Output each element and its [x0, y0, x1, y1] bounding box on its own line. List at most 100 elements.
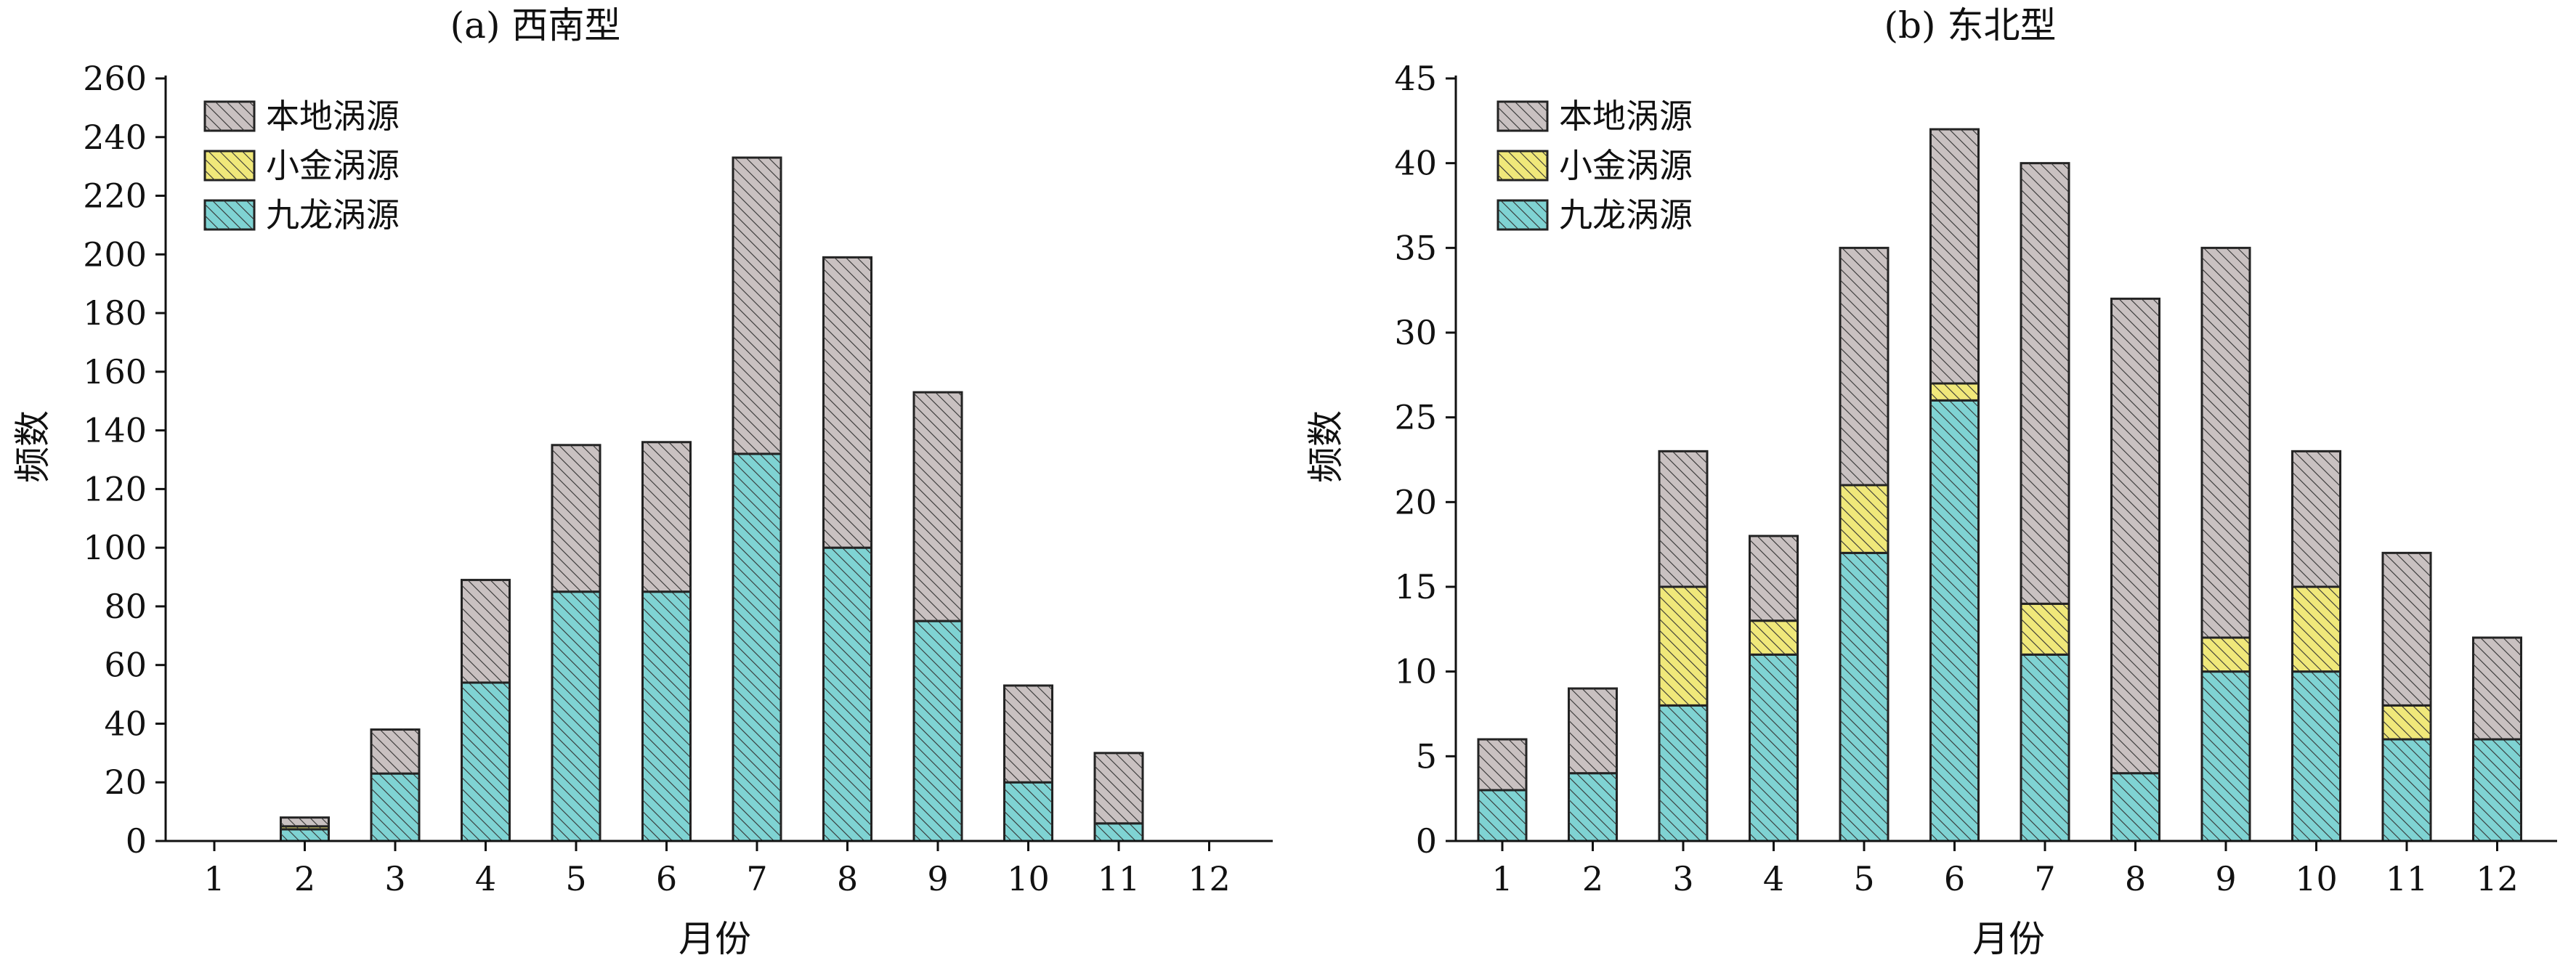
legend-label: 九龙涡源 [1559, 195, 1693, 235]
bar-segment [1477, 789, 1528, 842]
bar-segment [2020, 162, 2070, 605]
x-tick-label: 1 [1491, 859, 1512, 898]
bar-segment [1929, 128, 1980, 385]
x-tick-label: 5 [1853, 859, 1874, 898]
bar-segment [280, 816, 330, 828]
y-tick-label: 35 [1394, 228, 1437, 267]
y-tick-label: 240 [83, 118, 147, 157]
x-axis-label: 月份 [1972, 918, 2045, 960]
y-tick-label: 20 [1394, 482, 1437, 521]
x-tick-label: 8 [837, 859, 858, 898]
y-tick-label: 10 [1394, 652, 1437, 691]
x-tick-label: 3 [1672, 859, 1693, 898]
bar-segment [1093, 752, 1144, 825]
bar-segment [2020, 653, 2070, 842]
bar-segment [1658, 450, 1709, 588]
y-tick-label: 25 [1394, 398, 1437, 437]
bar-segment [2381, 551, 2432, 707]
legend-item: 九龙涡源 [1496, 195, 1693, 235]
x-tick-label: 1 [203, 859, 224, 898]
x-tick-label: 10 [2295, 859, 2338, 898]
bar-segment [1568, 772, 1618, 842]
bar-segment [280, 828, 330, 842]
bar-segment [641, 441, 692, 593]
x-tick-label: 6 [1944, 859, 1965, 898]
bar-segment [370, 772, 421, 842]
x-tick-label: 2 [1582, 859, 1603, 898]
y-tick-label: 45 [1394, 59, 1437, 98]
x-tick-label: 12 [1188, 859, 1231, 898]
bar-segment [1929, 382, 1980, 402]
bar-segment [551, 590, 602, 842]
bar-segment [912, 391, 963, 622]
legend-label: 小金涡源 [266, 146, 400, 185]
y-tick-label: 220 [83, 176, 147, 216]
y-axis-label: 频数 [1305, 410, 1347, 483]
x-tick-label: 9 [927, 859, 948, 898]
bar-segment [2291, 585, 2341, 673]
bar-segment [2291, 670, 2341, 842]
bar-segment [1839, 551, 1890, 842]
y-tick-label: 0 [126, 821, 147, 861]
bar-segment [732, 156, 782, 455]
bar-segment [1568, 687, 1618, 775]
chart-title: (a) 西南型 [450, 4, 621, 46]
bar-segment [1929, 399, 1980, 842]
bar-segment [2110, 297, 2160, 775]
x-axis-label: 月份 [679, 918, 751, 960]
bar-segment [2020, 602, 2070, 656]
bar-segment [2110, 772, 2160, 842]
bar-segment [2381, 738, 2432, 842]
legend-item: 本地涡源 [1496, 97, 1693, 136]
bar-segment [1658, 704, 1709, 842]
legend-label: 小金涡源 [1559, 146, 1693, 185]
bar-segment [822, 256, 872, 549]
x-tick-label: 11 [2386, 859, 2429, 898]
y-tick-label: 100 [83, 528, 147, 567]
legend-item: 小金涡源 [1496, 146, 1693, 185]
legend-label: 本地涡源 [266, 97, 400, 136]
y-tick-label: 40 [1394, 144, 1437, 183]
bar-segment [2200, 670, 2251, 842]
bar-segment [1477, 738, 1528, 792]
bar-segment [1749, 653, 1799, 842]
chart-panel-southwest: (a) 西南型 月份 频数 0 20 40 60 80 100 120 140 160 180 20… [12, 4, 1273, 960]
y-tick-label: 260 [83, 59, 147, 98]
bar-segment [2291, 450, 2341, 588]
y-tick-label: 40 [104, 704, 147, 743]
y-tick-label: 120 [83, 469, 147, 508]
bar-segment [1003, 684, 1053, 784]
bar-segment [2472, 738, 2522, 842]
bar-segment [461, 681, 511, 842]
bar-segment [912, 619, 963, 842]
bar-segment [1839, 484, 1890, 554]
bar-segment [822, 546, 872, 842]
legend-label: 九龙涡源 [266, 195, 400, 235]
bar-segment [1749, 535, 1799, 622]
bar-segment [461, 579, 511, 684]
y-tick-label: 160 [83, 352, 147, 391]
bar-segment [1839, 246, 1890, 487]
y-tick-label: 30 [1394, 313, 1437, 352]
bar-segment [551, 444, 602, 593]
bar-segment [370, 728, 421, 775]
y-tick-label: 0 [1416, 821, 1437, 861]
x-tick-label: 7 [746, 859, 767, 898]
y-tick-label: 60 [104, 646, 147, 685]
x-tick-label: 4 [1763, 859, 1784, 898]
x-tick-label: 5 [565, 859, 586, 898]
bar-segment [2381, 704, 2432, 741]
bar-segment [2472, 636, 2522, 741]
bar-segment [732, 452, 782, 842]
legend-item: 本地涡源 [203, 97, 400, 136]
x-tick-label: 6 [656, 859, 677, 898]
y-axis-label: 频数 [12, 410, 54, 483]
legend-label: 本地涡源 [1559, 97, 1693, 136]
x-tick-label: 7 [2034, 859, 2055, 898]
bar-segment [2200, 246, 2251, 639]
